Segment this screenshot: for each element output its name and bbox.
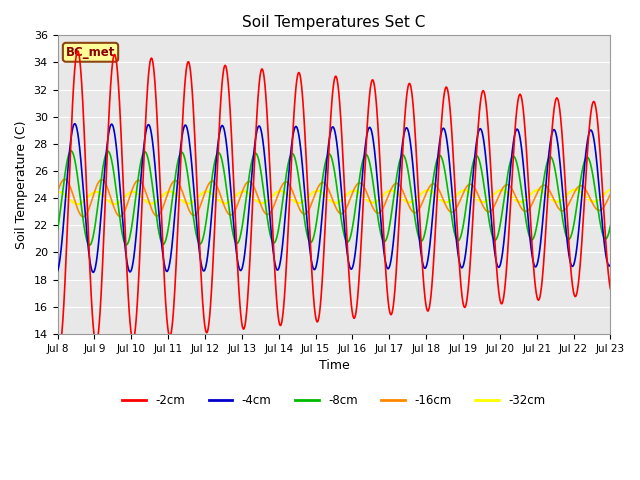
Y-axis label: Soil Temperature (C): Soil Temperature (C) [15,120,28,249]
Title: Soil Temperatures Set C: Soil Temperatures Set C [243,15,426,30]
X-axis label: Time: Time [319,359,349,372]
Legend: -2cm, -4cm, -8cm, -16cm, -32cm: -2cm, -4cm, -8cm, -16cm, -32cm [118,389,550,411]
Text: BC_met: BC_met [66,46,115,59]
